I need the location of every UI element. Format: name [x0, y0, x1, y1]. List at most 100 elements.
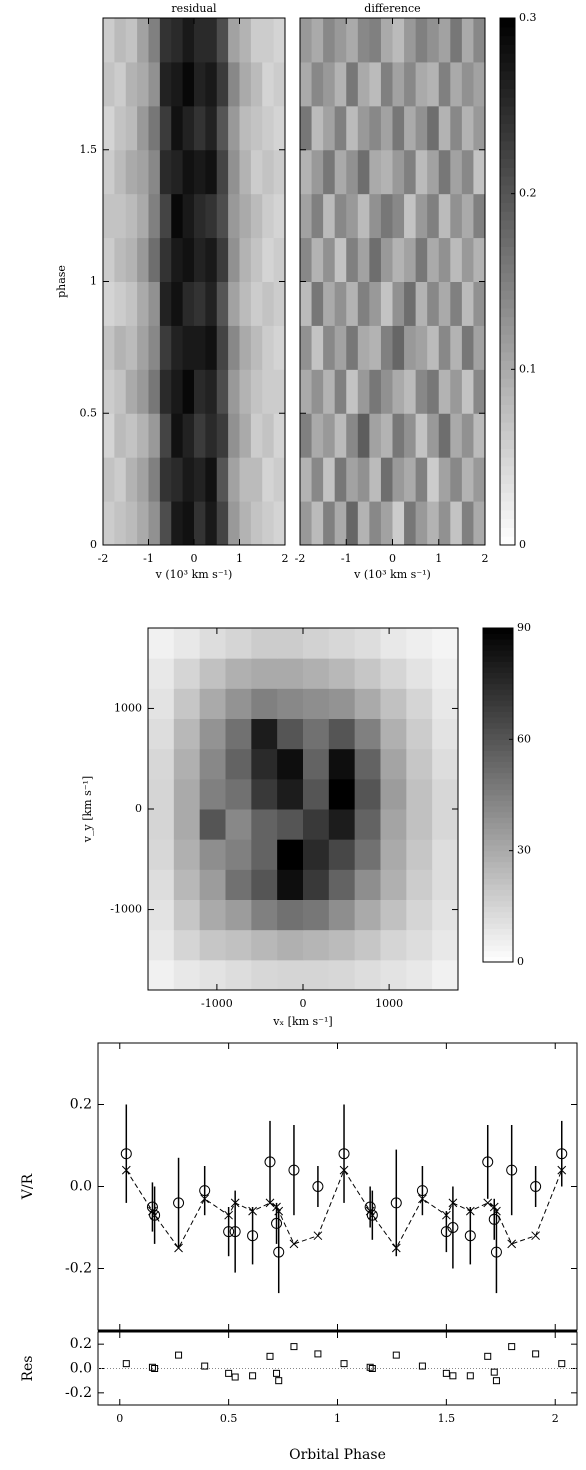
cell — [473, 369, 486, 414]
cell — [205, 237, 218, 282]
colorbar-step — [500, 202, 515, 212]
cell — [251, 869, 278, 900]
cell — [432, 778, 459, 810]
x-axis-label: v (10³ km s⁻¹) — [353, 568, 431, 581]
observed-point — [447, 1222, 459, 1233]
residual-point — [225, 1369, 233, 1377]
cell — [205, 18, 218, 63]
cell — [239, 501, 252, 546]
cell — [148, 149, 161, 195]
cell — [250, 105, 263, 151]
cell — [148, 628, 175, 659]
cell — [380, 869, 407, 900]
x-tick-label: -1 — [341, 552, 352, 565]
colorbar-step — [483, 950, 513, 957]
cell — [216, 18, 229, 63]
model-point — [391, 1243, 401, 1253]
colorbar-step — [483, 845, 513, 852]
cell — [194, 237, 206, 282]
cell — [125, 413, 138, 458]
colorbar-step — [483, 945, 513, 952]
cell — [277, 959, 304, 991]
cell — [438, 193, 451, 239]
colorbar-step — [483, 856, 513, 863]
cell — [137, 149, 149, 195]
cell — [228, 193, 240, 239]
cell — [277, 899, 304, 931]
colorbar-step — [500, 79, 515, 89]
cell — [346, 18, 359, 63]
x-axis-label: v (10³ km s⁻¹) — [155, 568, 233, 581]
cell — [277, 688, 304, 719]
cell — [354, 959, 381, 991]
colorbar-step — [500, 439, 515, 449]
colorbar-step — [500, 237, 515, 247]
colorbar-step — [483, 705, 513, 712]
cell — [438, 457, 451, 502]
cell — [450, 105, 463, 151]
cell — [357, 369, 370, 414]
colorbar-step — [483, 900, 513, 907]
colorbar-step — [483, 878, 513, 885]
observed-point — [312, 1181, 324, 1192]
cell — [114, 369, 127, 414]
cell — [406, 748, 433, 780]
cell — [251, 748, 278, 780]
cell — [404, 457, 417, 502]
cell — [432, 658, 459, 689]
cell — [473, 325, 486, 370]
colorbar-step — [500, 35, 515, 45]
cell — [380, 369, 393, 414]
observed-point — [464, 1230, 476, 1242]
cell — [369, 193, 382, 239]
cell — [205, 457, 218, 502]
cell — [228, 149, 240, 195]
cell — [311, 325, 324, 370]
cell — [300, 105, 313, 151]
cell — [438, 105, 451, 151]
model-point — [313, 1231, 323, 1241]
cell — [357, 413, 370, 458]
cell — [334, 18, 347, 63]
cell — [216, 501, 229, 546]
colorbar-step — [500, 360, 515, 370]
cell — [473, 501, 486, 546]
colorbar-step — [483, 683, 513, 690]
x-tick-label: 2 — [282, 552, 289, 565]
cell — [194, 149, 206, 195]
model-point — [507, 1239, 517, 1249]
cell — [239, 281, 252, 326]
cell — [125, 149, 138, 195]
cell — [148, 237, 161, 282]
cell — [173, 809, 201, 840]
cell — [262, 413, 275, 458]
cell — [369, 105, 382, 151]
x-tick-label: 0 — [389, 552, 396, 565]
cell — [216, 149, 229, 195]
residual-point — [275, 1377, 283, 1385]
cell — [148, 959, 175, 991]
colorbar-step — [483, 800, 513, 807]
cell — [173, 959, 201, 991]
cell — [303, 809, 330, 840]
cell — [415, 61, 428, 107]
cell — [328, 688, 356, 719]
cell — [171, 281, 184, 326]
cell — [346, 369, 359, 414]
panel-title: difference — [364, 2, 420, 15]
colorbar-step — [500, 149, 515, 160]
cell — [251, 809, 278, 840]
cell — [225, 929, 252, 961]
cell — [182, 413, 195, 458]
model-point — [289, 1239, 299, 1249]
observed-point — [556, 1148, 568, 1160]
y-tick-label: 1 — [90, 275, 97, 288]
cell — [148, 413, 161, 458]
colorbar-step — [500, 430, 515, 441]
cell — [427, 501, 440, 546]
colorbar-step — [500, 422, 515, 432]
colorbar-step — [500, 307, 515, 318]
cell — [148, 369, 161, 414]
residual-point — [490, 1368, 498, 1376]
cell — [103, 369, 115, 414]
